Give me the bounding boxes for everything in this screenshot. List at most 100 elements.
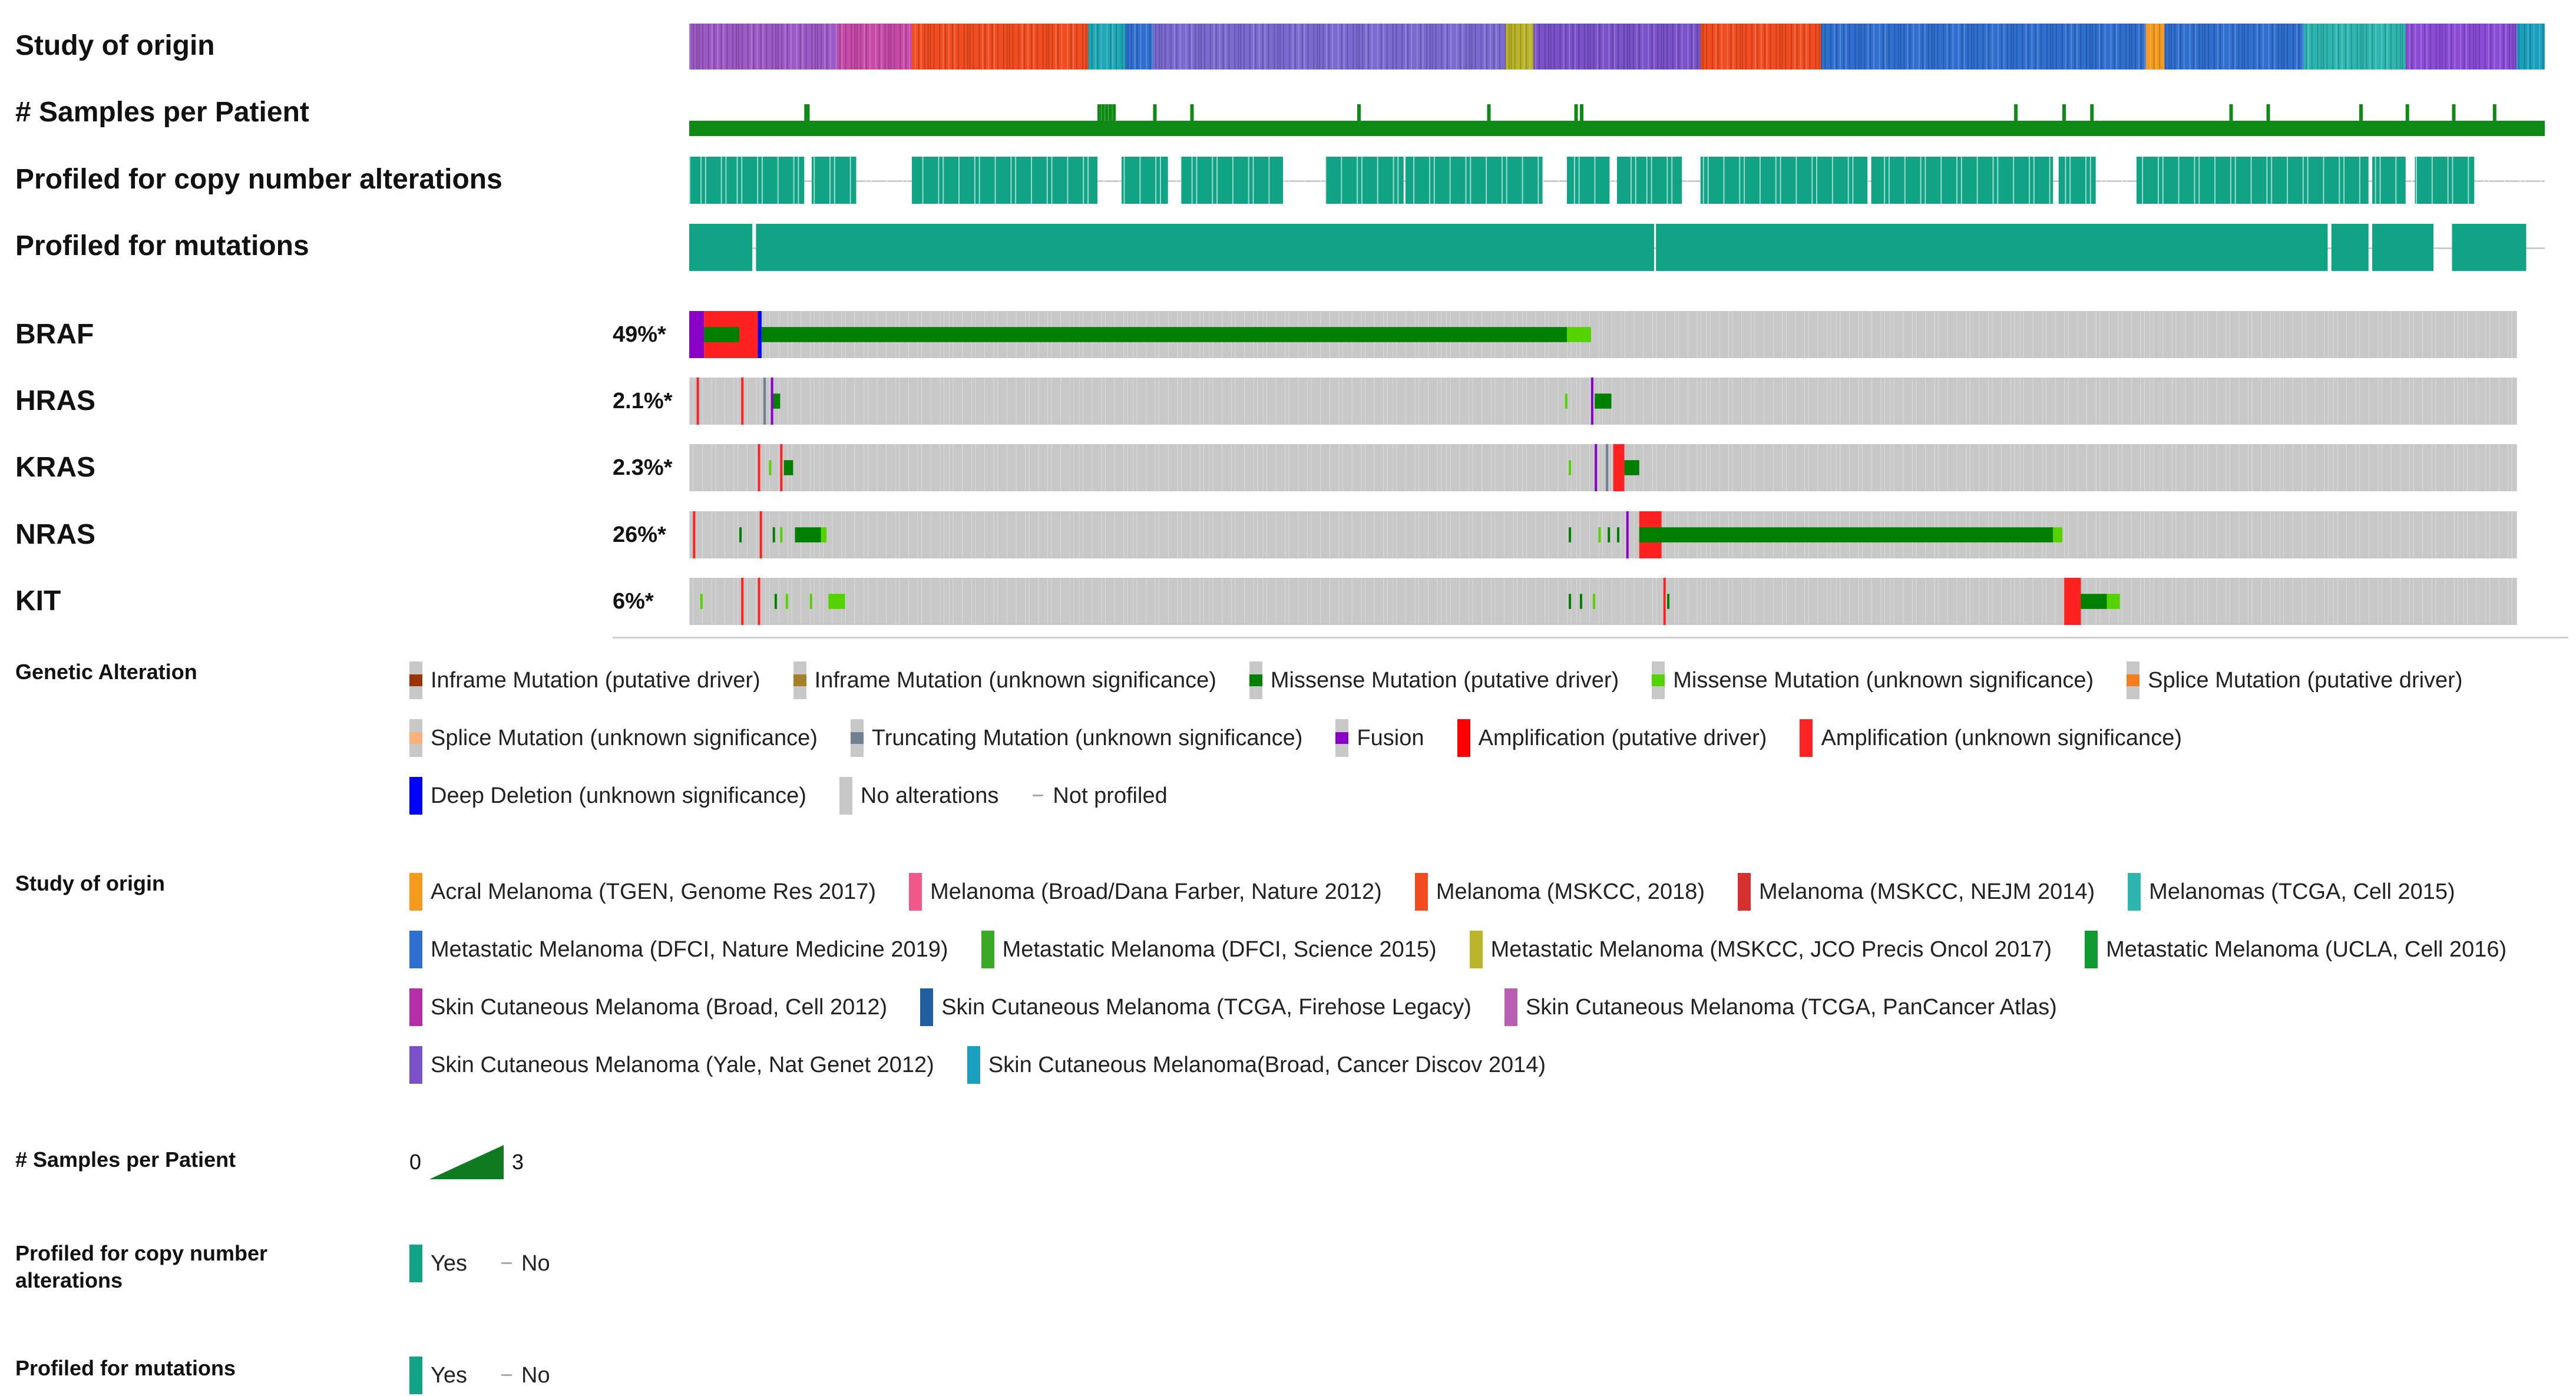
legend-item-study-mskcc-nejm[interactable]: Melanoma (MSKCC, NEJM 2014) — [1738, 873, 2095, 911]
legend-item-study-tcga-firehose[interactable]: Skin Cutaneous Melanoma (TCGA, Firehose … — [920, 988, 1471, 1026]
study-stripe-103 — [1909, 24, 1911, 70]
gene-label-kit[interactable]: KIT — [15, 585, 61, 617]
gene-label-nras[interactable]: NRAS — [15, 519, 96, 550]
study-stripe-3 — [2274, 24, 2276, 70]
legend-item-amp-vus[interactable]: Amplification (unknown significance) — [1800, 719, 2182, 757]
study-stripe-218 — [2046, 24, 2048, 70]
study-stripe-19 — [2067, 24, 2069, 70]
legend-item-missense-driver[interactable]: Missense Mutation (putative driver) — [1249, 661, 1619, 699]
legend-item-study-mskcc-jco[interactable]: Metastatic Melanoma (MSKCC, JCO Precis O… — [1469, 931, 2052, 968]
study-stripe-515 — [1222, 24, 1224, 70]
legend-item-splice-driver[interactable]: Splice Mutation (putative driver) — [2127, 661, 2462, 699]
legend-item-study-broad-cell[interactable]: Skin Cutaneous Melanoma (Broad, Cell 201… — [409, 988, 887, 1026]
nras-column-170 — [1450, 511, 1451, 558]
gene-pct-hras: 2.1%* — [613, 389, 673, 413]
legend-item-inframe-vus[interactable]: Inframe Mutation (unknown significance) — [793, 661, 1216, 699]
study-stripe-505 — [888, 24, 889, 70]
legend-item-study-dfci-science[interactable]: Metastatic Melanoma (DFCI, Science 2015) — [981, 931, 1437, 968]
cna-stripe-51 — [1615, 157, 1616, 204]
study-stripe-502 — [1159, 24, 1160, 70]
legend-item-study-broad-dfci[interactable]: Melanoma (Broad/Dana Farber, Nature 2012… — [909, 873, 1382, 911]
legend-item-study-tcga-cell[interactable]: Melanomas (TCGA, Cell 2015) — [2128, 873, 2455, 911]
study-stripe-220 — [2484, 24, 2486, 70]
legend-item-study-dfci-natmed[interactable]: Metastatic Melanoma (DFCI, Nature Medici… — [409, 931, 948, 968]
hras-column-147 — [2314, 378, 2316, 425]
hras-column-132 — [1925, 378, 1926, 425]
legend-item-truncating-vus[interactable]: Truncating Mutation (unknown significanc… — [850, 719, 1302, 757]
swatch-study-ucla — [2085, 931, 2098, 968]
legend-item-inframe-driver[interactable]: Inframe Mutation (putative driver) — [409, 661, 760, 699]
study-stripe-142 — [2101, 24, 2102, 70]
kit-column-172 — [1136, 578, 1137, 625]
legend-item-study-yale[interactable]: Skin Cutaneous Melanoma (Yale, Nat Genet… — [409, 1046, 934, 1084]
braf-column-82 — [2453, 311, 2455, 358]
study-stripe-161 — [1623, 24, 1625, 70]
kit-column-228 — [1494, 578, 1496, 625]
study-stripe-461 — [2385, 24, 2386, 70]
legend-item-study-ucla[interactable]: Metastatic Melanoma (UCLA, Cell 2016) — [2085, 931, 2506, 968]
study-stripe-200 — [1815, 24, 1817, 70]
legend-item-missense-vus[interactable]: Missense Mutation (unknown significance) — [1652, 661, 2094, 699]
mut-profiled-block-1 — [756, 224, 1654, 271]
kit-column-149 — [2001, 578, 2002, 625]
swatch-mut-no — [500, 1357, 513, 1394]
study-stripe-504 — [1596, 24, 1598, 70]
samples-spike-1 — [806, 104, 810, 121]
cna-stripe-10 — [1707, 157, 1709, 204]
braf-column-115 — [1848, 311, 1850, 358]
legend-item-study-broad-discov[interactable]: Skin Cutaneous Melanoma(Broad, Cancer Di… — [967, 1046, 1546, 1084]
cna-profiled-block-4 — [1180, 157, 1283, 204]
legend-item-fusion[interactable]: Fusion — [1335, 719, 1424, 757]
nras-column-59 — [1490, 511, 1492, 558]
legend-row-study-1: Acral Melanoma (TGEN, Genome Res 2017) M… — [409, 871, 2488, 912]
legend-item-no-alterations[interactable]: No alterations — [839, 777, 998, 815]
samples-spike-10 — [1487, 104, 1491, 121]
legend-item-splice-vus[interactable]: Splice Mutation (unknown significance) — [409, 719, 818, 757]
kras-column-15 — [1079, 444, 1080, 491]
legend-item-not-profiled[interactable]: Not profiled — [1031, 777, 1168, 815]
study-stripe-472 — [2010, 24, 2012, 70]
track-label-study-of-origin: Study of origin — [15, 30, 215, 61]
study-stripe-124 — [1870, 24, 1871, 70]
study-stripe-190 — [1480, 24, 1482, 70]
cna-stripe-125 — [1357, 157, 1358, 204]
legend-item-cna-no[interactable]: No — [500, 1245, 550, 1282]
legend-item-mut-no[interactable]: No — [500, 1357, 550, 1394]
legend-title-genetic-alteration: Genetic Alteration — [15, 660, 197, 684]
study-stripe-53 — [2091, 24, 2093, 70]
study-stripe-248 — [1195, 24, 1196, 70]
study-stripe-485 — [2074, 24, 2076, 70]
study-band-5 — [1153, 24, 1506, 70]
study-stripe-316 — [1244, 24, 1245, 70]
cna-stripe-132 — [1884, 157, 1886, 204]
legend-item-study-tcga-pancancer[interactable]: Skin Cutaneous Melanoma (TCGA, PanCancer… — [1504, 988, 2057, 1026]
braf-column-226 — [1808, 311, 1809, 358]
study-stripe-143 — [1392, 24, 1394, 70]
study-stripe-268 — [1864, 24, 1866, 70]
cna-stripe-93 — [1067, 157, 1069, 204]
kras-column-5 — [819, 444, 820, 491]
gene-label-hras[interactable]: HRAS — [15, 385, 96, 416]
cna-profiled-block-2 — [912, 157, 1097, 204]
nras-column-44 — [1101, 511, 1102, 558]
legend-item-cna-yes[interactable]: Yes — [409, 1245, 467, 1282]
kit-column-123 — [2422, 578, 2423, 625]
legend-item-study-mskcc-2018[interactable]: Melanoma (MSKCC, 2018) — [1414, 873, 1705, 911]
study-stripe-356 — [726, 24, 728, 70]
gene-label-braf[interactable]: BRAF — [15, 319, 94, 350]
braf-alteration-fusion-0 — [689, 311, 705, 358]
kras-alteration-missense_driver-0 — [783, 460, 793, 475]
gene-label-kras[interactable]: KRAS — [15, 452, 96, 483]
cna-stripe-44 — [1087, 157, 1089, 204]
legend-item-mut-yes[interactable]: Yes — [409, 1357, 467, 1394]
kras-column-156 — [1817, 444, 1818, 491]
study-stripe-460 — [1238, 24, 1239, 70]
legend-item-amp-driver[interactable]: Amplification (putative driver) — [1457, 719, 1767, 757]
legend-item-study-acral-tgen[interactable]: Acral Melanoma (TGEN, Genome Res 2017) — [409, 873, 876, 911]
study-stripe-34 — [713, 24, 715, 70]
braf-column-24 — [2409, 311, 2410, 358]
study-stripe-281 — [1927, 24, 1929, 70]
kit-tick-missense_vus-0 — [700, 594, 703, 609]
study-stripe-260 — [1967, 24, 1969, 70]
legend-item-deep-deletion[interactable]: Deep Deletion (unknown significance) — [409, 777, 806, 815]
